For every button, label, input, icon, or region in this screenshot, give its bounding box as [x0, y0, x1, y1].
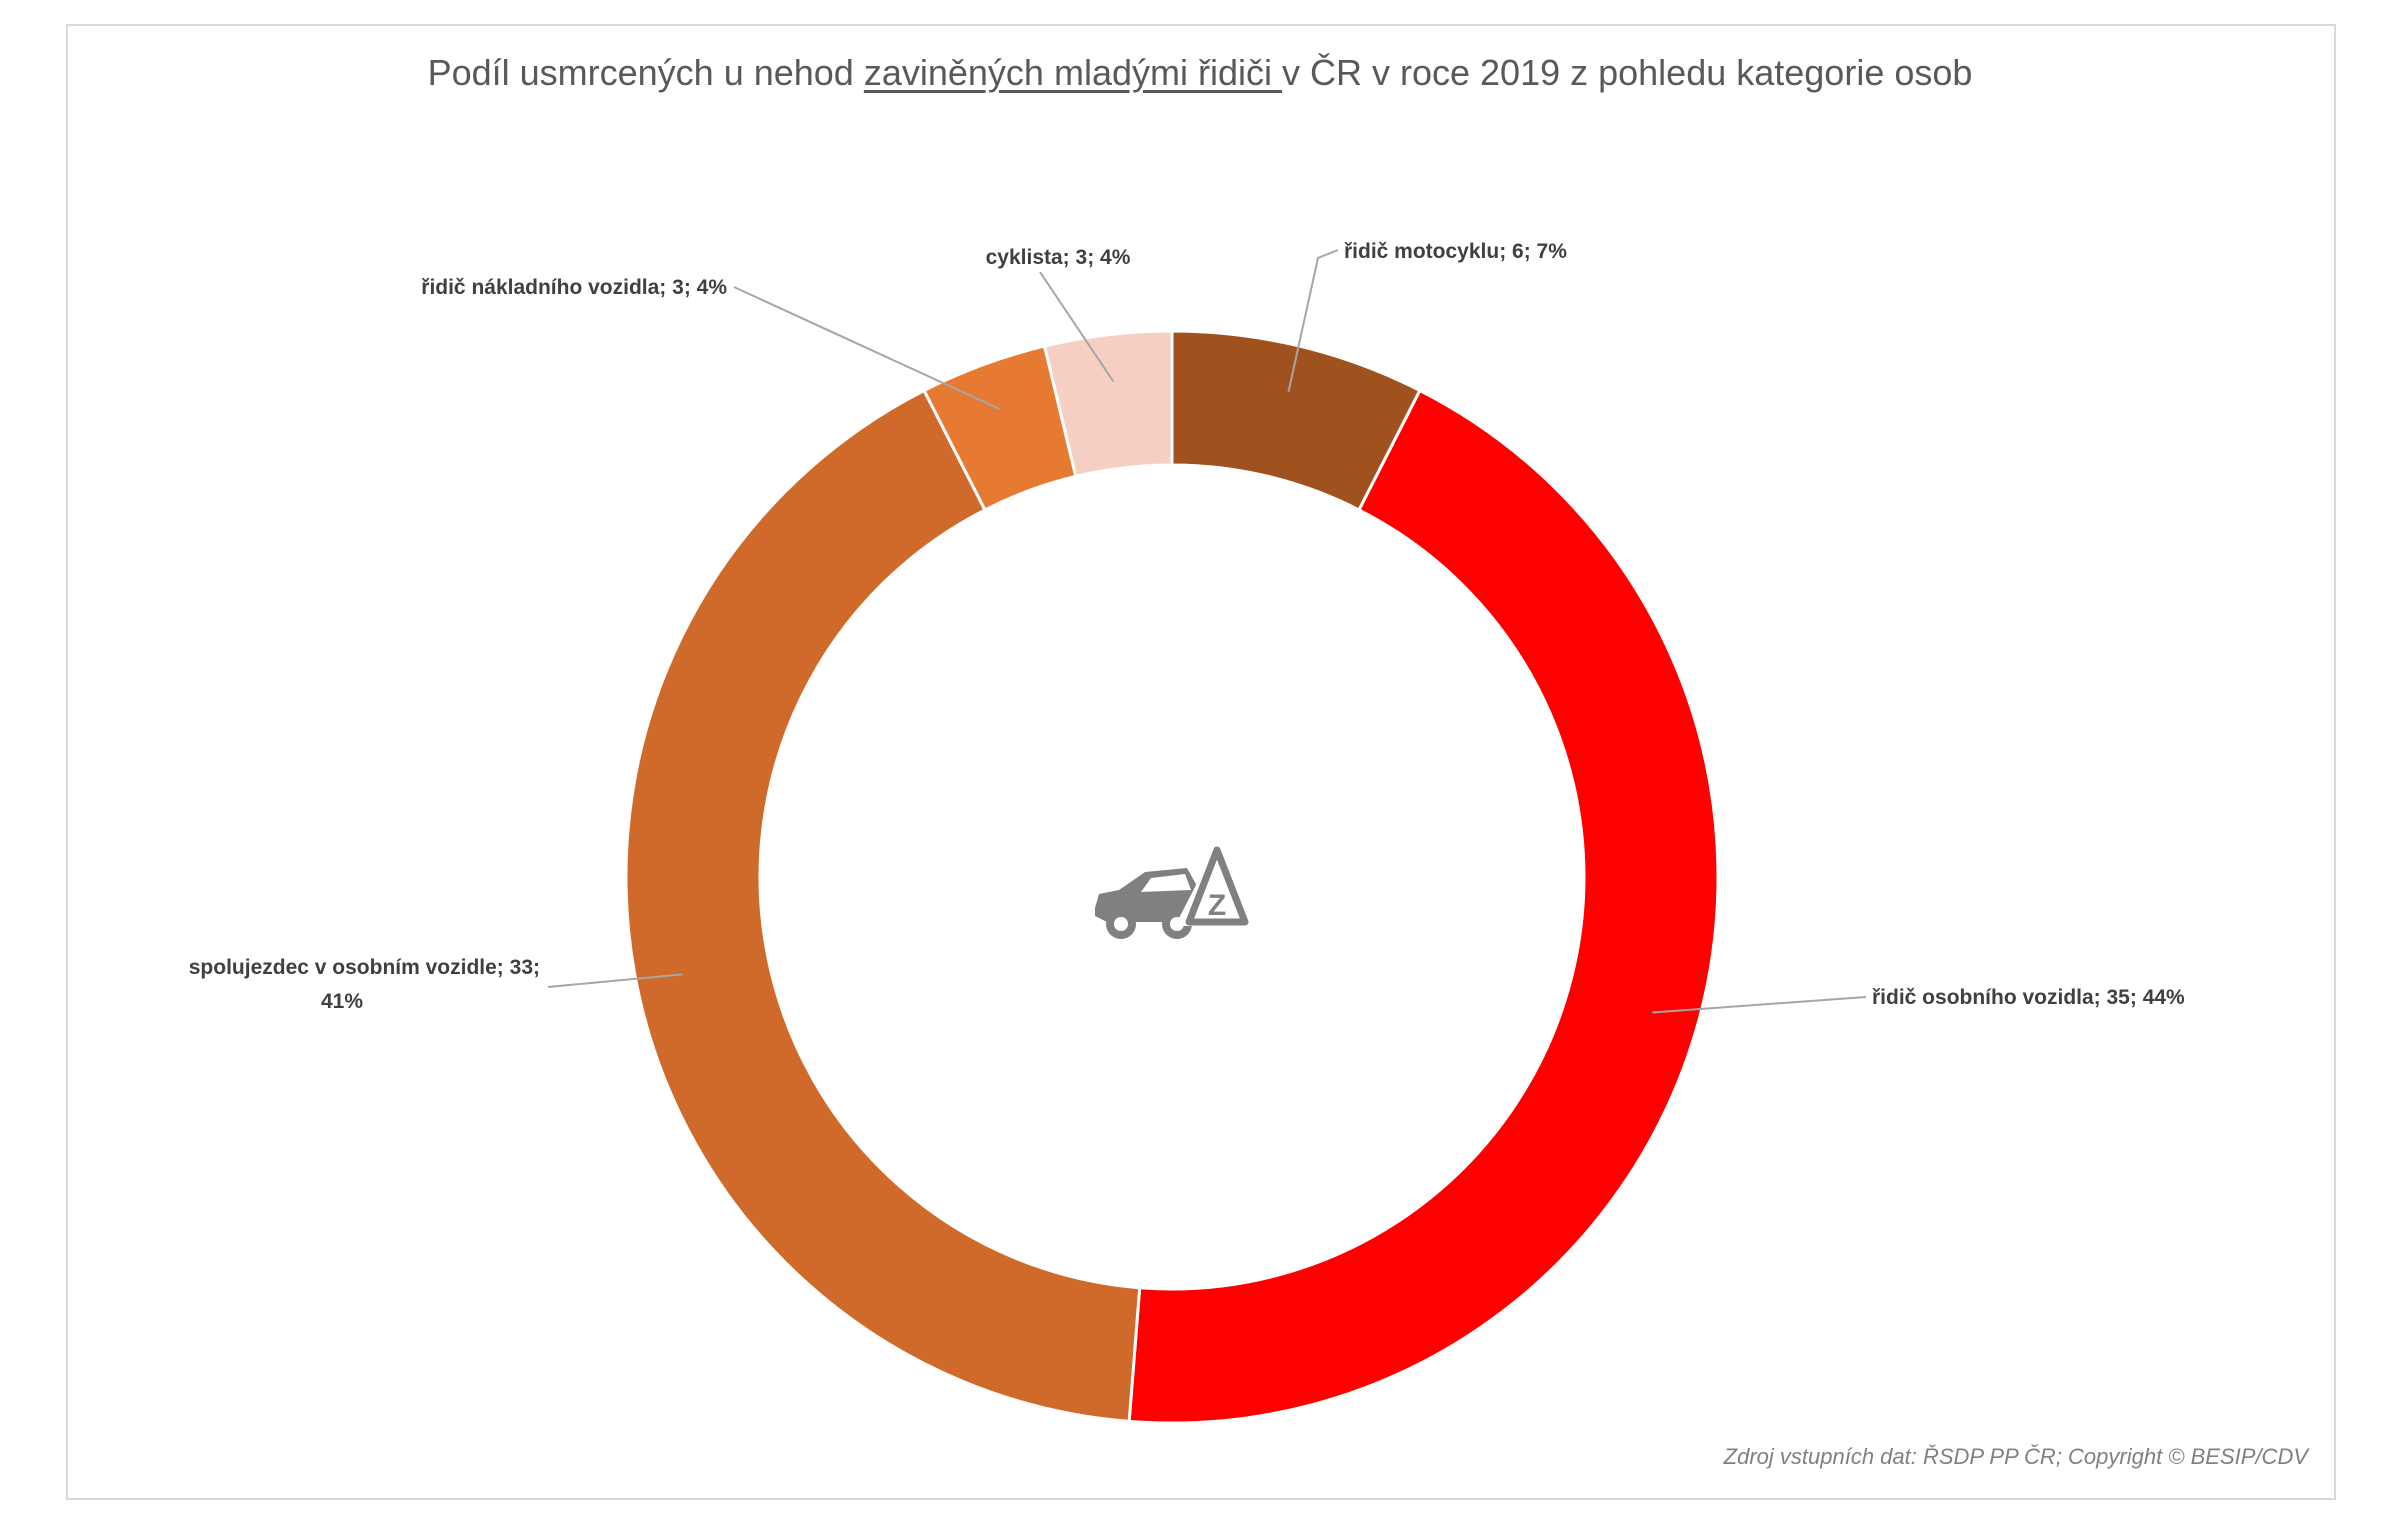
label-ridic-motocyklu: řidič motocyklu; 6; 7%	[1344, 240, 1567, 263]
label-ridic-nakladniho-vozidla: řidič nákladního vozidla; 3; 4%	[421, 276, 727, 299]
slice-ridic-osobniho-vozidla	[1127, 388, 1720, 1425]
leader-line	[1287, 249, 1339, 393]
label-cyklista: cyklista; 3; 4%	[986, 246, 1131, 269]
leader-line	[1652, 996, 1867, 1014]
label-ridic-osobniho-vozidla: řidič osobního vozidla; 35; 44%	[1872, 986, 2185, 1009]
leader-line	[733, 286, 1000, 410]
slice-spolujezdec	[624, 388, 1142, 1423]
chart-frame	[66, 24, 2336, 1500]
label-spolujezdec-line2: 41%	[321, 990, 363, 1013]
car-warning-z-icon: Z	[1095, 844, 1249, 939]
label-spolujezdec-line1: spolujezdec v osobním vozidle; 33;	[189, 956, 540, 979]
leader-line	[547, 973, 683, 988]
chart-title: Podíl usmrcených u nehod zaviněných mlad…	[427, 52, 1973, 93]
leader-line	[1039, 271, 1115, 383]
source-note: Zdroj vstupních dat: ŘSDP PP ČR; Copyrig…	[1723, 1444, 2308, 1469]
svg-text:Z: Z	[1208, 889, 1226, 922]
